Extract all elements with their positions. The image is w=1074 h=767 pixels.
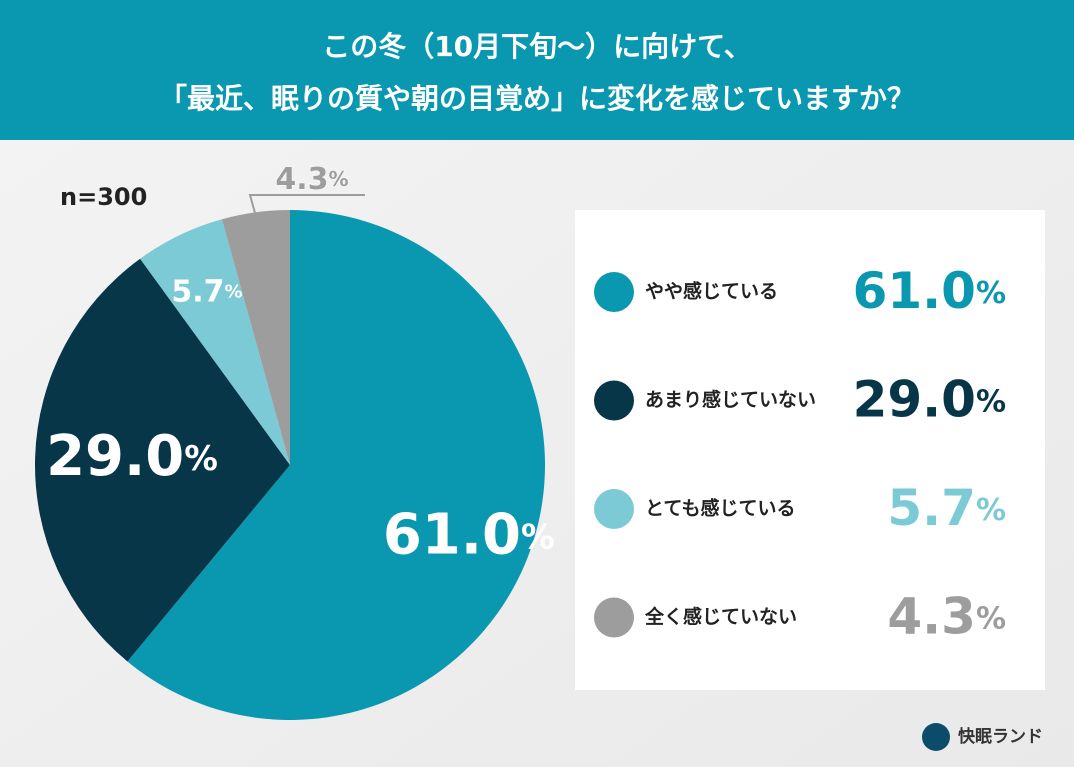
pie-slice xyxy=(127,210,546,721)
pie-slice xyxy=(221,210,290,465)
legend-label: とても感じている xyxy=(645,497,795,520)
title-line: 「最近、眠りの質や朝の目覚め」に変化を感じていますか？ xyxy=(159,82,915,115)
legend-swatch xyxy=(594,597,634,638)
slice-label: 29.0% xyxy=(46,424,218,489)
pie-slice xyxy=(140,219,290,465)
legend-swatch xyxy=(594,272,634,312)
leader-line xyxy=(248,194,365,219)
slice-label: 5.7% xyxy=(171,274,242,309)
legend-value: 5.7% xyxy=(887,479,1006,537)
legend-label: あまり感じていない xyxy=(645,388,816,411)
legend-value: 29.0% xyxy=(853,370,1006,428)
logo-icon xyxy=(922,723,950,751)
sample-size: n=300 xyxy=(60,183,147,211)
header-bar xyxy=(0,0,1074,140)
pie-slice xyxy=(34,258,290,662)
legend-label: 全く感じていない xyxy=(644,605,797,628)
legend-swatch xyxy=(594,489,634,529)
legend-box xyxy=(575,210,1045,690)
title-line: この冬（10月下旬〜）に向けて、 xyxy=(322,30,752,63)
slice-label: 61.0% xyxy=(383,503,555,568)
source-logo: 快眠ランド xyxy=(958,726,1043,747)
slice-label: 4.3% xyxy=(275,162,348,197)
legend-value: 61.0% xyxy=(853,262,1006,320)
legend-swatch xyxy=(594,380,634,421)
legend-label: やや感じている xyxy=(645,280,778,303)
legend-value: 4.3% xyxy=(887,587,1006,645)
